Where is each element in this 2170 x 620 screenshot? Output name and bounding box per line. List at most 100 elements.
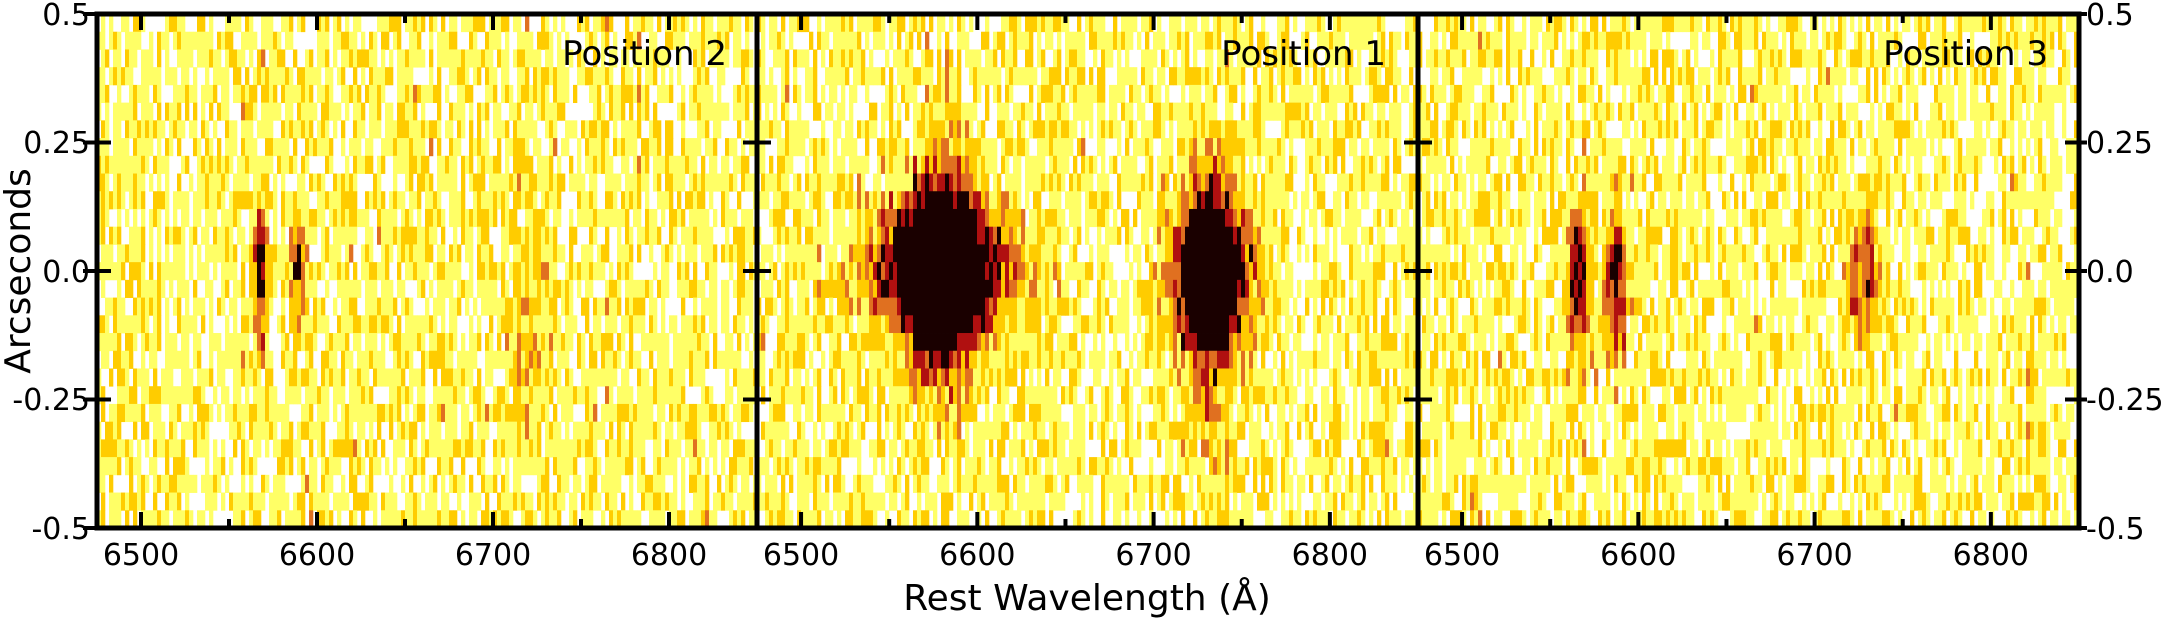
heatmap-cell — [925, 510, 930, 529]
heatmap-cell — [621, 421, 626, 440]
panel-position-2: Position 2 — [83, 11, 760, 531]
heatmap-cell — [969, 403, 974, 423]
heatmap-cell — [941, 492, 946, 511]
heatmap-cell — [993, 226, 998, 245]
heatmap-cell — [581, 439, 586, 458]
heatmap-cell — [853, 84, 858, 104]
heatmap-cell — [925, 244, 930, 263]
heatmap-cell — [449, 510, 454, 529]
heatmap-cell — [401, 120, 406, 139]
heatmap-cell — [309, 492, 314, 511]
heatmap-cell — [669, 84, 674, 104]
heatmap-cell — [977, 492, 982, 511]
heatmap-cell — [345, 403, 350, 423]
heatmap-cell — [785, 492, 790, 511]
heatmap-cell — [1001, 333, 1006, 352]
heatmap-cell — [101, 120, 106, 139]
heatmap-cell — [953, 439, 958, 458]
heatmap-cell — [249, 315, 254, 334]
heatmap-cell — [225, 226, 230, 245]
heatmap-cell — [665, 421, 670, 440]
heatmap-cell — [325, 191, 330, 210]
heatmap-cell — [785, 333, 790, 352]
heatmap-cell — [649, 208, 654, 228]
heatmap-cell — [829, 262, 834, 281]
heatmap-cell — [569, 226, 574, 245]
heatmap-cell — [805, 244, 810, 263]
heatmap-cell — [965, 439, 970, 458]
heatmap-cell — [393, 350, 398, 369]
heatmap-cell — [157, 279, 162, 298]
heatmap-cell — [861, 333, 866, 352]
heatmap-cell — [529, 226, 534, 245]
heatmap-cell — [129, 403, 134, 423]
heatmap-cell — [149, 262, 154, 281]
heatmap-cell — [709, 279, 714, 298]
heatmap-cell — [673, 14, 678, 33]
heatmap-cell — [957, 173, 962, 192]
heatmap-cell — [493, 474, 498, 493]
heatmap-cell — [397, 279, 402, 298]
heatmap-cell — [113, 31, 118, 50]
heatmap-cell — [769, 155, 774, 174]
heatmap-cell — [501, 191, 506, 210]
heatmap-cell — [1005, 84, 1010, 104]
heatmap-cell — [609, 474, 614, 493]
heatmap-cell — [785, 244, 790, 263]
heatmap-cell — [145, 49, 150, 68]
heatmap-cell — [417, 457, 422, 476]
heatmap-cell — [969, 244, 974, 263]
heatmap-cell — [105, 333, 110, 352]
heatmap-cell — [421, 421, 426, 440]
heatmap-cell — [245, 403, 250, 423]
heatmap-cell — [525, 279, 530, 298]
heatmap-cell — [837, 421, 842, 440]
heatmap-cell — [725, 244, 730, 263]
heatmap-cell — [533, 120, 538, 139]
heatmap-cell — [781, 350, 786, 369]
heatmap-cell — [457, 208, 462, 228]
heatmap-cell — [161, 155, 166, 174]
heatmap-cell — [105, 244, 110, 263]
heatmap-cell — [713, 457, 718, 476]
heatmap-cell — [461, 333, 466, 352]
heatmap-cell — [657, 138, 662, 157]
heatmap-cell — [745, 457, 750, 476]
heatmap-cell — [881, 386, 886, 405]
heatmap-cell — [629, 102, 634, 121]
heatmap-cell — [797, 350, 802, 369]
heatmap-cell — [989, 262, 994, 281]
heatmap-cell — [241, 403, 246, 423]
heatmap-cell — [305, 333, 310, 352]
heatmap-cell — [625, 173, 630, 192]
heatmap-cell — [465, 208, 470, 228]
heatmap-cell — [505, 386, 510, 405]
heatmap-cell — [969, 138, 974, 157]
heatmap-cell — [145, 315, 150, 334]
heatmap-cell — [721, 350, 726, 369]
heatmap-cell — [761, 279, 766, 298]
heatmap-cell — [165, 191, 170, 210]
heatmap-cell — [513, 120, 518, 139]
heatmap-cell — [981, 474, 986, 493]
heatmap-cell — [981, 208, 986, 228]
heatmap-cell — [569, 155, 574, 174]
heatmap-cell — [201, 84, 206, 104]
heatmap-cell — [197, 208, 202, 228]
heatmap-cell — [761, 191, 766, 210]
heatmap-cell — [701, 368, 706, 387]
heatmap-cell — [289, 315, 294, 334]
heatmap-cell — [213, 474, 218, 493]
heatmap-cell — [713, 279, 718, 298]
heatmap-cell — [889, 439, 894, 458]
heatmap-cell — [429, 226, 434, 245]
heatmap-cell — [653, 421, 658, 440]
heatmap-cell — [937, 49, 942, 68]
heatmap-cell — [245, 439, 250, 458]
heatmap-cell — [701, 244, 706, 263]
heatmap-cell — [241, 173, 246, 192]
heatmap-cell — [397, 191, 402, 210]
heatmap-cell — [813, 474, 818, 493]
heatmap-cell — [713, 492, 718, 511]
heatmap-cell — [301, 226, 306, 245]
